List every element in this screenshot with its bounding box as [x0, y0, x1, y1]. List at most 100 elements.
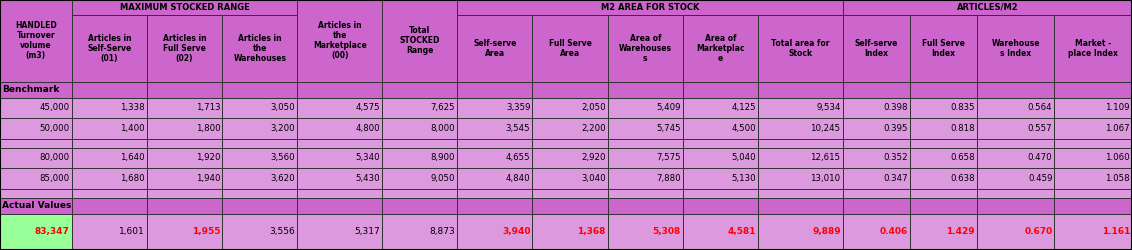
Bar [683, 118, 758, 139]
Bar [910, 139, 977, 148]
Text: 1.060: 1.060 [1105, 154, 1130, 162]
Bar [532, 148, 608, 168]
Bar [222, 139, 298, 148]
Bar [457, 198, 532, 214]
Text: 0.670: 0.670 [1024, 227, 1053, 236]
Text: Articles in
Full Serve
(02): Articles in Full Serve (02) [163, 34, 206, 63]
Text: Market -
place Index: Market - place Index [1069, 39, 1118, 58]
Bar [222, 189, 298, 198]
Bar [222, 168, 298, 189]
Bar [758, 214, 842, 250]
Text: 9,534: 9,534 [816, 104, 841, 112]
Text: 1.058: 1.058 [1105, 174, 1130, 183]
Text: 50,000: 50,000 [40, 124, 70, 133]
Bar [683, 189, 758, 198]
Text: 1,940: 1,940 [196, 174, 221, 183]
Bar [381, 214, 457, 250]
Bar [910, 98, 977, 118]
Bar [910, 189, 977, 198]
Text: 1,601: 1,601 [119, 227, 145, 236]
Text: 0.395: 0.395 [883, 124, 908, 133]
Bar [683, 198, 758, 214]
Bar [147, 15, 222, 82]
Text: 2,920: 2,920 [581, 154, 606, 162]
Text: 9,889: 9,889 [812, 227, 841, 236]
Text: 0.564: 0.564 [1028, 104, 1053, 112]
Text: 3,620: 3,620 [271, 174, 295, 183]
Bar [71, 189, 147, 198]
Bar [977, 168, 1054, 189]
Bar [532, 98, 608, 118]
Text: 80,000: 80,000 [40, 154, 70, 162]
Bar [532, 168, 608, 189]
Text: 8,900: 8,900 [430, 154, 455, 162]
Text: 1,640: 1,640 [120, 154, 145, 162]
Bar [71, 118, 147, 139]
Text: 3,200: 3,200 [271, 124, 295, 133]
Text: 0.638: 0.638 [950, 174, 975, 183]
Bar [608, 15, 683, 82]
Bar [1054, 168, 1132, 189]
Bar [0, 168, 71, 189]
Text: 0.352: 0.352 [883, 154, 908, 162]
Text: 0.459: 0.459 [1028, 174, 1053, 183]
Bar [758, 139, 842, 148]
Text: 13,010: 13,010 [811, 174, 841, 183]
Bar [381, 118, 457, 139]
Bar [977, 0, 1054, 82]
Text: 4,800: 4,800 [355, 124, 380, 133]
Bar [71, 168, 147, 189]
Bar [758, 198, 842, 214]
Bar [683, 148, 758, 168]
Bar [381, 148, 457, 168]
Bar [608, 82, 683, 98]
Bar [0, 148, 71, 168]
Bar [683, 214, 758, 250]
Bar [1054, 148, 1132, 168]
Bar [683, 82, 758, 98]
Bar [457, 118, 532, 139]
Bar [842, 214, 910, 250]
Bar [842, 168, 910, 189]
Bar [457, 148, 532, 168]
Bar [71, 0, 298, 15]
Text: 10,245: 10,245 [811, 124, 841, 133]
Text: 12,615: 12,615 [811, 154, 841, 162]
Bar [532, 214, 608, 250]
Bar [608, 139, 683, 148]
Bar [910, 214, 977, 250]
Bar [381, 198, 457, 214]
Text: 5,745: 5,745 [657, 124, 681, 133]
Bar [1054, 98, 1132, 118]
Bar [532, 189, 608, 198]
Bar [608, 118, 683, 139]
Bar [457, 0, 532, 82]
Text: Articles in
Self-Serve
(01): Articles in Self-Serve (01) [87, 34, 131, 63]
Bar [842, 82, 910, 98]
Text: 3,050: 3,050 [271, 104, 295, 112]
Text: 1.109: 1.109 [1106, 104, 1130, 112]
Text: Actual Values: Actual Values [2, 201, 71, 210]
Bar [0, 118, 71, 139]
Bar [683, 0, 758, 82]
Text: 5,409: 5,409 [657, 104, 681, 112]
Bar [977, 139, 1054, 148]
Bar [457, 189, 532, 198]
Bar [608, 168, 683, 189]
Bar [71, 0, 147, 82]
Text: 7,625: 7,625 [430, 104, 455, 112]
Bar [381, 98, 457, 118]
Bar [298, 0, 381, 82]
Bar [298, 82, 381, 98]
Text: M2 AREA FOR STOCK: M2 AREA FOR STOCK [601, 3, 700, 12]
Text: Area of
Warehouses
s: Area of Warehouses s [619, 34, 671, 63]
Text: Full Serve
Area: Full Serve Area [549, 39, 592, 58]
Text: 3,556: 3,556 [269, 227, 295, 236]
Bar [1054, 198, 1132, 214]
Bar [758, 82, 842, 98]
Bar [608, 189, 683, 198]
Bar [977, 98, 1054, 118]
Bar [608, 98, 683, 118]
Text: 3,040: 3,040 [581, 174, 606, 183]
Bar [381, 139, 457, 148]
